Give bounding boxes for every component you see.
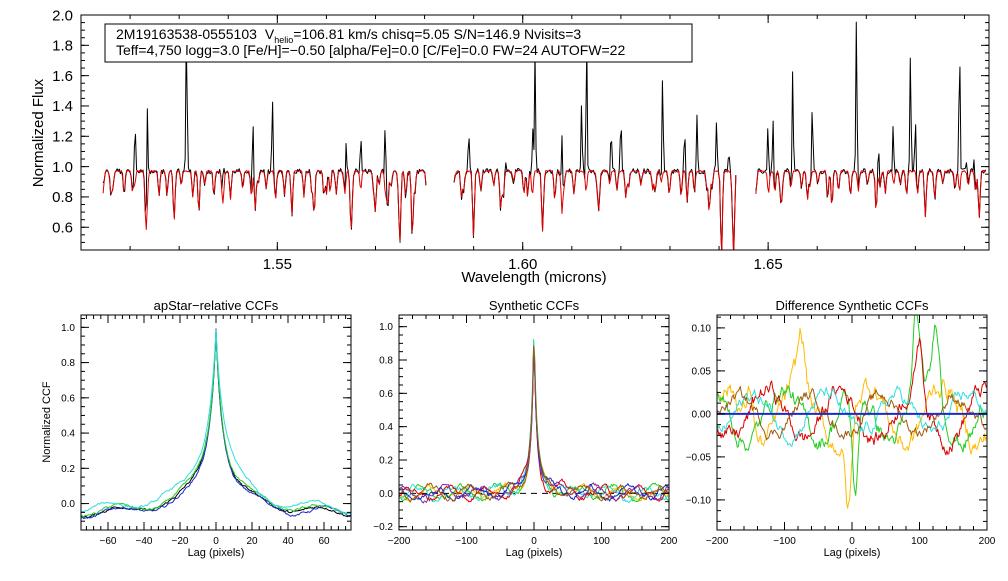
difference-ccf-x-axis-label: Lag (pixels) [824, 547, 881, 559]
apstar-ccf-y-tick-label: 0.0 [61, 499, 75, 510]
difference-ccf-y-tick-label: 0.00 [692, 409, 712, 420]
synthetic-ccf-x-tick-label: 200 [661, 536, 678, 547]
spectrum-x-axis-label: Wavelength (microns) [461, 269, 606, 286]
spectrum-panel: 1.55 1.60 1.65 0.6 0.8 1.0 1.2 1.4 1.6 1.8 2.0 Wav… [30, 7, 990, 286]
apstar-ccf-series-cyan [81, 329, 351, 515]
apstar-ccf-y-tick-label: 0.4 [61, 429, 75, 440]
synthetic-ccf-axis-ticks: −200 −100 0 100 200 −0.2 0.0 0.2 0.4 0.6 0.8 1.0 [373, 315, 678, 547]
synthetic-ccf-plot-area [399, 339, 669, 504]
spectrum-axis-ticks: 1.55 1.60 1.65 0.6 0.8 1.0 1.2 1.4 1.6 1.8 2.0 [52, 7, 989, 273]
model-spectrum-chip-1 [102, 169, 427, 242]
header-line-1-values: =106.81 km/s chisq=5.05 S/N=146.9 Nvisit… [293, 26, 581, 42]
synthetic-ccf-y-tick-label: 0.4 [379, 422, 393, 433]
difference-ccf-y-tick-label: −0.05 [686, 452, 712, 463]
difference-ccf-frame [716, 314, 988, 531]
spectrum-x-tick-label: 1.60 [508, 256, 537, 273]
apstar-ccf-y-tick-label: 0.8 [61, 358, 75, 369]
spectrum-y-tick-label: 2.0 [52, 7, 73, 24]
spectrum-plot-area [102, 21, 987, 250]
synthetic-ccf-y-tick-label: 0.0 [379, 489, 393, 500]
model-spectrum-chip-2 [453, 169, 737, 250]
header-line-1: 2M19163538-0555103 Vhelio=106.81 km/s chi… [116, 26, 581, 45]
difference-ccf-plot-area [717, 315, 987, 509]
apstar-ccf-x-tick-label: 40 [282, 536, 294, 547]
apstar-ccf-x-tick-label: −60 [100, 536, 117, 547]
apstar-ccf-title: apStar−relative CCFs [154, 298, 279, 313]
synthetic-ccf-series-brown [399, 345, 669, 503]
spectrum-y-tick-label: 1.8 [52, 38, 73, 55]
difference-ccf-series-red [717, 337, 987, 456]
synthetic-ccf-y-tick-label: −0.2 [373, 522, 393, 533]
header-box [104, 23, 693, 63]
synthetic-ccf-y-tick-label: 0.8 [379, 356, 393, 367]
apstar-ccf-y-tick-label: 0.6 [61, 393, 75, 404]
spectrum-y-tick-label: 1.0 [52, 159, 73, 176]
spectrum-x-tick-label: 1.55 [263, 256, 292, 273]
synthetic-ccf-x-tick-label: 0 [531, 536, 537, 547]
spectrum-y-tick-label: 1.2 [52, 129, 73, 146]
difference-ccf-series-brown [717, 385, 987, 441]
spectrum-y-tick-label: 0.8 [52, 189, 73, 206]
difference-ccf-x-tick-label: 100 [911, 536, 928, 547]
apstar-ccf-y-axis-label: Normalized CCF [41, 381, 53, 463]
difference-ccf-series-green [717, 315, 987, 496]
difference-ccf-y-tick-label: −0.10 [686, 495, 712, 506]
difference-ccf-x-tick-label: −100 [773, 536, 796, 547]
apstar-ccf-x-tick-label: −20 [172, 536, 189, 547]
apstar-ccf-x-axis-label: Lag (pixels) [188, 547, 245, 559]
spectrum-y-axis-label: Normalized Flux [30, 78, 47, 187]
model-spectrum-chip-3 [755, 169, 987, 219]
difference-ccf-x-tick-label: 200 [979, 536, 996, 547]
apstar-ccf-series-blue [81, 328, 351, 520]
spectrum-y-tick-label: 1.4 [52, 98, 73, 115]
synthetic-ccf-x-tick-label: −200 [388, 536, 411, 547]
apstar-ccf-plot-area [81, 328, 351, 520]
difference-ccf-title: Difference Synthetic CCFs [776, 298, 929, 313]
synthetic-ccf-y-tick-label: 1.0 [379, 322, 393, 333]
difference-ccf-y-tick-label: 0.05 [692, 366, 712, 377]
spectrum-y-tick-label: 1.6 [52, 68, 73, 85]
apstar-ccf-y-tick-label: 0.2 [61, 464, 75, 475]
observed-spectrum-chip-1 [102, 35, 427, 243]
synthetic-ccf-x-tick-label: 100 [593, 536, 610, 547]
header-line-2: Teff=4,750 logg=3.0 [Fe/H]=−0.50 [alpha/… [116, 42, 625, 58]
spectrum-y-tick-label: 0.6 [52, 220, 73, 237]
observed-spectrum-chip-3 [755, 21, 987, 218]
difference-ccf-panel: Difference Synthetic CCFs −200 −100 0 100 20… [686, 298, 996, 559]
header-v-subscript: helio [274, 35, 293, 45]
synthetic-ccf-panel: Synthetic CCFs −200 −100 0 100 200 −0.2 0.0 0.2… [373, 298, 678, 559]
synthetic-ccf-y-tick-label: 0.2 [379, 456, 393, 467]
spectrum-x-tick-label: 1.65 [754, 256, 783, 273]
synthetic-ccf-title: Synthetic CCFs [489, 298, 580, 313]
apstar-ccf-frame [80, 314, 352, 531]
synthetic-ccf-x-axis-label: Lag (pixels) [506, 547, 563, 559]
apstar-ccf-series-black [81, 331, 351, 519]
header-star-id: 2M19163538-0555103 [116, 26, 257, 42]
apstar-ccf-series-green [81, 330, 351, 518]
apstar-ccf-y-tick-label: 1.0 [61, 323, 75, 334]
observed-spectrum-chip-2 [453, 45, 737, 250]
header-v-symbol: V [265, 26, 275, 42]
difference-ccf-y-tick-label: 0.10 [692, 323, 712, 334]
synthetic-ccf-x-tick-label: −100 [455, 536, 478, 547]
apstar-ccf-x-tick-label: 0 [213, 536, 219, 547]
apstar-ccf-panel: apStar−relative CCFs −60 −40 −20 0 20 40 60 0.0… [41, 298, 352, 559]
synthetic-ccf-series-blue [399, 352, 669, 502]
difference-ccf-series-cyan [717, 385, 987, 447]
apstar-ccf-x-tick-label: 20 [246, 536, 258, 547]
apstar-ccf-x-tick-label: −40 [136, 536, 153, 547]
synthetic-ccf-y-tick-label: 0.6 [379, 389, 393, 400]
apstar-ccf-axis-ticks: −60 −40 −20 0 20 40 60 0.0 0.2 0.4 0.6 0.8 1.0 [61, 315, 351, 547]
apstar-ccf-x-tick-label: 60 [318, 536, 330, 547]
spectrum-plot-frame [80, 14, 990, 251]
difference-ccf-axis-ticks: −200 −100 0 100 200 −0.10 −0.05 0.00 0.05 0.10 [686, 315, 996, 547]
difference-ccf-x-tick-label: −200 [706, 536, 729, 547]
difference-ccf-x-tick-label: 0 [849, 536, 855, 547]
